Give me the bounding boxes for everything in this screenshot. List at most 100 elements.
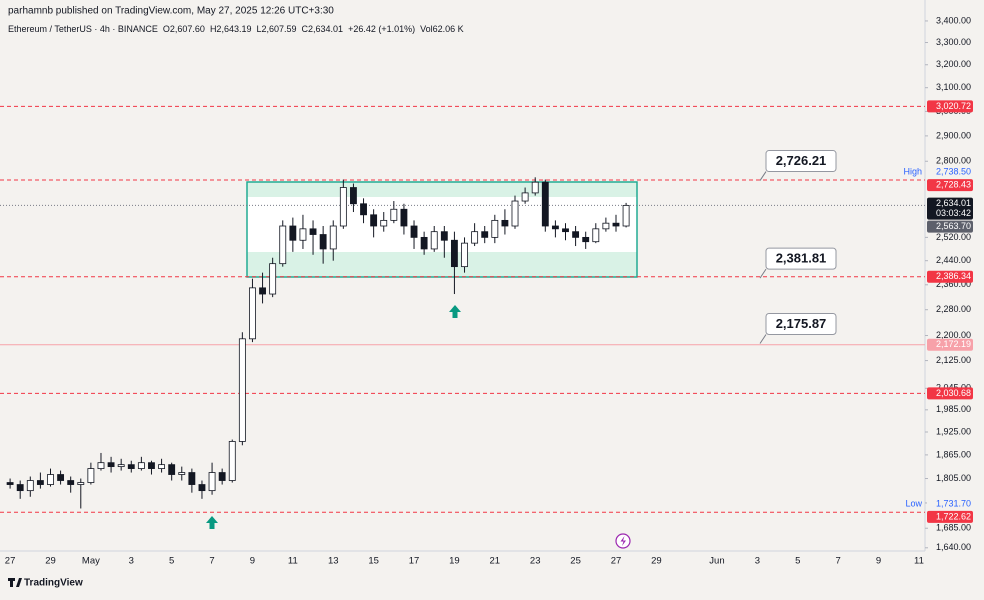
candle-body bbox=[491, 219, 499, 238]
candle-body bbox=[218, 472, 226, 481]
extreme-name: High bbox=[903, 167, 922, 177]
y-tick-label: 2,360.00 bbox=[936, 279, 971, 289]
legend-value: Vol62.06 K bbox=[420, 24, 464, 34]
callout-label: 2,175.87 bbox=[776, 316, 827, 331]
y-tick-label: 2,125.00 bbox=[936, 355, 971, 365]
x-tick-label: 19 bbox=[449, 556, 460, 567]
x-tick-label: 27 bbox=[611, 556, 622, 567]
y-tick-label: 1,865.00 bbox=[936, 449, 971, 459]
legend-value: L2,607.59 bbox=[256, 24, 296, 34]
candle-body bbox=[249, 287, 256, 340]
candle-body bbox=[420, 236, 428, 250]
callout-box bbox=[765, 150, 837, 173]
publisher: parhamnb published on TradingView.com, M… bbox=[8, 6, 334, 17]
legend: Ethereum / TetherUS · 4h · BINANCE O2,607… bbox=[8, 24, 464, 34]
x-tick-label: 29 bbox=[651, 556, 662, 567]
candle-body bbox=[36, 480, 44, 485]
event-bolt bbox=[620, 536, 626, 546]
candle-body bbox=[410, 225, 418, 238]
y-tick-label: 3,400.00 bbox=[936, 15, 971, 25]
x-tick-label: 3 bbox=[129, 556, 134, 567]
extreme-label: 1,731.70 bbox=[936, 498, 971, 508]
x-tick-label: 17 bbox=[409, 556, 420, 567]
candle-body bbox=[208, 472, 216, 492]
last-price-label-box bbox=[927, 197, 973, 220]
candle-body bbox=[137, 462, 145, 469]
candle-body bbox=[612, 222, 620, 227]
candle-body bbox=[400, 208, 408, 227]
candle-body bbox=[531, 181, 539, 194]
x-tick-label: 5 bbox=[169, 556, 174, 567]
y-tick-label: 2,520.00 bbox=[936, 232, 971, 242]
candle-body bbox=[360, 203, 367, 216]
y-tick-label: 2,280.00 bbox=[936, 304, 971, 314]
up-arrow bbox=[449, 305, 461, 318]
candle-body bbox=[158, 464, 166, 469]
callout-pointer bbox=[759, 334, 767, 344]
range-box-bottom-band bbox=[247, 252, 637, 277]
callout-label: 2,726.21 bbox=[776, 153, 827, 168]
x-tick-label: 13 bbox=[328, 556, 339, 567]
x-tick-label: 21 bbox=[490, 556, 501, 567]
logo bbox=[8, 578, 22, 587]
y-tick-label: 1,805.00 bbox=[936, 473, 971, 483]
candle-body bbox=[440, 231, 448, 241]
candle-body bbox=[551, 225, 559, 230]
x-tick-label: 23 bbox=[530, 556, 541, 567]
candle-body bbox=[148, 462, 155, 469]
candle-body bbox=[339, 187, 347, 227]
extreme-name: Low bbox=[905, 498, 922, 508]
candle-body bbox=[238, 338, 246, 442]
axes: 27 29 May 3 5 7 9 11 13 15 17 19 21 23 25 27 29 Jun 3 5 7 9 11… bbox=[5, 15, 973, 567]
candle-body bbox=[319, 234, 327, 250]
candle-body bbox=[97, 462, 105, 469]
candle-body bbox=[602, 222, 610, 230]
callout-label: 2,381.81 bbox=[776, 251, 827, 266]
y-tick-label: 3,200.00 bbox=[936, 59, 971, 69]
candle-body bbox=[299, 228, 307, 241]
candle-body bbox=[450, 239, 458, 268]
candle-body bbox=[188, 472, 196, 485]
x-tick-label: 11 bbox=[914, 556, 924, 567]
events-icon bbox=[615, 533, 631, 549]
callout-box bbox=[765, 312, 837, 335]
level-label-box bbox=[927, 100, 973, 113]
level-label-box bbox=[927, 179, 973, 192]
level-label-box bbox=[927, 387, 973, 400]
candle-body bbox=[309, 228, 317, 235]
y-tick-label: 2,200.00 bbox=[936, 330, 971, 340]
level-label: 1,722.62 bbox=[936, 511, 971, 521]
arrows bbox=[206, 305, 461, 529]
symbol: Ethereum / TetherUS · 4h · BINANCE bbox=[8, 24, 158, 34]
callout-box bbox=[765, 247, 837, 270]
candle-body bbox=[562, 228, 569, 233]
candle-body bbox=[572, 231, 580, 238]
countdown: 03:03:42 bbox=[936, 208, 971, 218]
candle-body bbox=[592, 228, 600, 243]
y-tick-label: 1,685.00 bbox=[936, 523, 971, 533]
candle-body bbox=[168, 464, 176, 475]
candle-body bbox=[279, 225, 287, 265]
x-tick-label: 15 bbox=[368, 556, 379, 567]
legend-value: +26.42 (+1.01%) bbox=[348, 24, 415, 34]
x-tick-label: May bbox=[82, 556, 100, 567]
candle-body bbox=[481, 231, 489, 238]
candle-body bbox=[117, 464, 125, 468]
candle-body bbox=[107, 462, 115, 468]
callout-pointer bbox=[759, 171, 767, 181]
y-tick-label: 2,800.00 bbox=[936, 156, 971, 166]
candle-body bbox=[228, 441, 236, 481]
candle-body bbox=[329, 225, 337, 250]
legend-value: C2,634.01 bbox=[302, 24, 344, 34]
level-label-box bbox=[927, 270, 973, 283]
candle-body bbox=[622, 205, 630, 227]
candle-body bbox=[87, 468, 95, 483]
x-tick-label: 7 bbox=[836, 556, 841, 567]
candle-body bbox=[380, 219, 388, 227]
candle-body bbox=[269, 263, 277, 295]
x-tick-label: 5 bbox=[795, 556, 800, 567]
callout-pointer bbox=[759, 268, 767, 279]
